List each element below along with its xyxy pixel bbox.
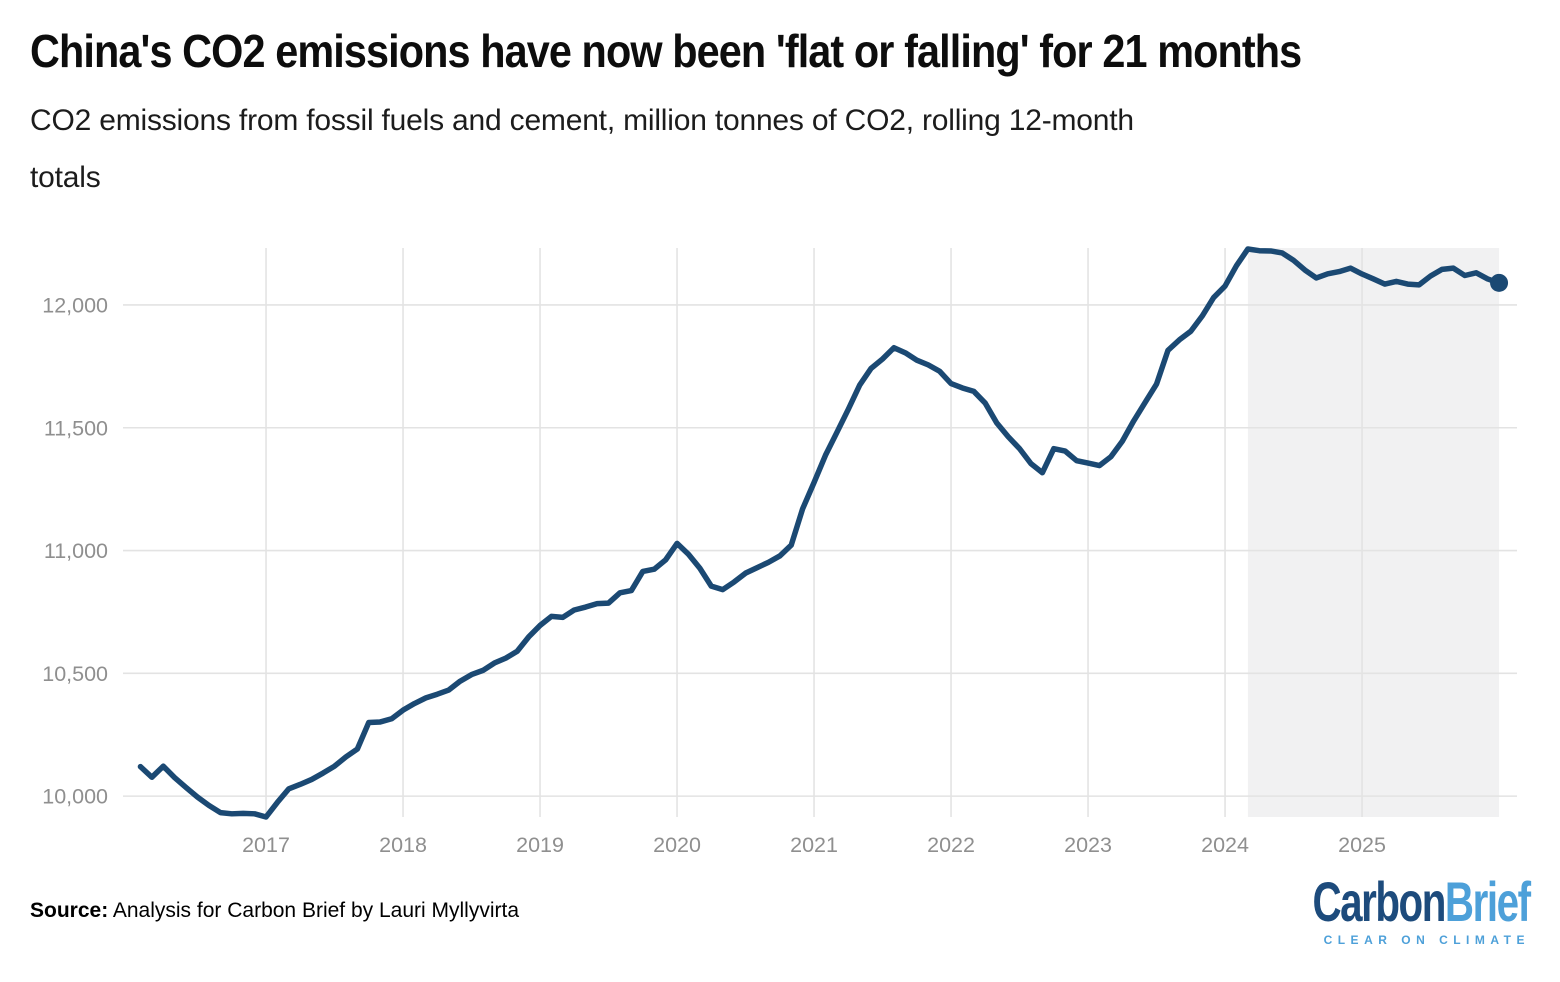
subtitle-line-2: totals — [30, 161, 101, 194]
carbonbrief-logo: CarbonBrief CLEAR ON CLIMATE — [1228, 874, 1532, 948]
x-tick-label: 2020 — [653, 833, 701, 857]
x-tick-label: 2022 — [927, 833, 975, 857]
y-tick-label: 10,500 — [42, 662, 108, 686]
x-tick-label: 2024 — [1201, 833, 1249, 857]
carbonbrief-wordmark: CarbonBrief — [1313, 874, 1532, 930]
y-tick-label: 11,500 — [44, 416, 108, 440]
axis-labels: 10,000 10,500 11,000 11,500 12,000 2017 2018 20… — [42, 293, 1386, 857]
x-tick-label: 2018 — [379, 833, 427, 857]
x-tick-label: 2017 — [242, 833, 290, 857]
x-tick-label: 2021 — [790, 833, 838, 857]
logo-carbon-text: Carbon — [1312, 870, 1447, 933]
x-tick-label: 2019 — [516, 833, 564, 857]
highlight-region — [1247, 248, 1500, 817]
page-title: China's CO2 emissions have now been 'fla… — [30, 25, 1302, 77]
x-tick-label: 2025 — [1338, 833, 1386, 857]
y-tick-label: 12,000 — [42, 293, 108, 317]
source-label: Source: — [30, 899, 109, 922]
subtitle-line-1: CO2 emissions from fossil fuels and ceme… — [30, 104, 1134, 137]
y-tick-label: 11,000 — [44, 539, 108, 563]
emissions-line-chart: 10,000 10,500 11,000 11,500 12,000 2017 2018 20… — [0, 220, 1560, 870]
source-text: Analysis for Carbon Brief by Lauri Mylly… — [108, 899, 519, 922]
logo-brief-text: Brief — [1445, 870, 1531, 933]
chart-header: China's CO2 emissions have now been 'fla… — [30, 24, 1530, 206]
emissions-line-chart-svg: 10,000 10,500 11,000 11,500 12,000 2017 2018 20… — [42, 246, 1517, 857]
gridlines — [123, 248, 1517, 817]
y-tick-label: 10,000 — [42, 785, 108, 809]
latest-point-dot — [1490, 273, 1509, 292]
source-note: Source: Analysis for Carbon Brief by Lau… — [30, 899, 519, 923]
chart-subtitle: CO2 emissions from fossil fuels and ceme… — [30, 92, 1530, 206]
logo-tagline: CLEAR ON CLIMATE — [1323, 933, 1530, 947]
x-tick-label: 2023 — [1064, 833, 1112, 857]
emissions-line — [137, 246, 1502, 820]
